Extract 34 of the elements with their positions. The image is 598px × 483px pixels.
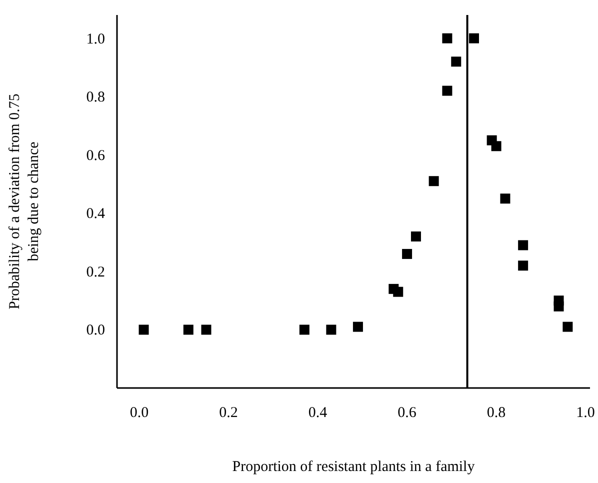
y-axis-title: Probability of a deviation from 0.75 being due to chance xyxy=(7,94,42,310)
x-tick-label: 1.0 xyxy=(576,405,595,421)
point xyxy=(299,324,310,335)
y-tick-label: 0.6 xyxy=(86,148,106,164)
point xyxy=(554,301,564,312)
point xyxy=(442,86,452,96)
y-tick-label: 0.8 xyxy=(86,90,105,106)
y-tick-label: 0.0 xyxy=(86,322,105,339)
point xyxy=(352,322,363,332)
point xyxy=(442,33,452,44)
point xyxy=(428,176,439,186)
point xyxy=(402,248,412,259)
point xyxy=(500,194,510,204)
x-tick-label: 0.0 xyxy=(130,405,149,421)
point xyxy=(410,231,421,242)
point xyxy=(393,286,404,297)
point xyxy=(138,324,149,335)
point xyxy=(183,324,194,335)
x-tick-label: 0.6 xyxy=(398,405,417,421)
y-tick-label: 0.2 xyxy=(86,264,105,280)
y-tick-label: 0.4 xyxy=(86,206,106,222)
point xyxy=(491,141,502,152)
point xyxy=(562,322,573,332)
x-tick-label: 0.4 xyxy=(308,405,328,421)
point xyxy=(518,240,528,250)
x-tick-label: 0.8 xyxy=(486,405,506,421)
point xyxy=(518,260,528,271)
point xyxy=(201,324,212,335)
x-tick-label: 0.2 xyxy=(219,405,238,421)
x-axis-title: Proportion of resistant plants in a family xyxy=(232,459,476,475)
point xyxy=(451,56,462,67)
point xyxy=(326,324,336,335)
point xyxy=(468,33,479,44)
y-tick-label: 1.0 xyxy=(86,31,105,48)
